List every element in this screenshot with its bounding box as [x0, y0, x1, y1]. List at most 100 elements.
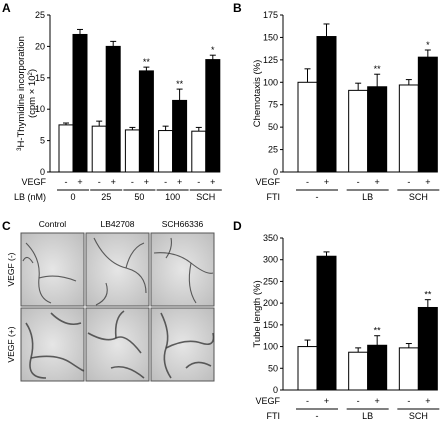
vegf-sign-label: + [375, 177, 380, 187]
vegf-sign-label: - [357, 396, 360, 406]
y-tick-label: 0 [40, 167, 45, 177]
y-tick-label: 75 [268, 100, 278, 110]
row-label-vegf: VEGF [255, 177, 280, 187]
vegf-sign-label: - [306, 396, 309, 406]
micrograph-tile [85, 232, 150, 307]
group-label: 0 [70, 192, 75, 202]
bar-vegf-minus [398, 347, 419, 391]
vegf-sign-label: + [177, 177, 182, 187]
row-label-treatment: LB (nM) [14, 192, 46, 202]
y-tick-label: 50 [268, 363, 278, 373]
bar-vegf-minus [297, 346, 318, 391]
micrograph-tile [150, 232, 215, 307]
group-label: - [316, 192, 319, 202]
vessel-stroke [125, 242, 145, 269]
vessel-network [87, 310, 145, 379]
y-tick-label: 150 [263, 320, 278, 330]
bar-vegf-plus [72, 33, 88, 173]
significance-marker: * [426, 40, 430, 50]
y-tick-label: 100 [263, 77, 278, 87]
vessel-network [25, 312, 85, 379]
bar-vegf-minus [348, 351, 369, 391]
micrograph-column-label: LB42708 [100, 219, 134, 229]
vessel-network [153, 237, 214, 304]
y-tick-label: 300 [263, 255, 278, 265]
y-tick-label: 25 [268, 145, 278, 155]
vessel-stroke [38, 275, 77, 282]
vessel-stroke [185, 361, 212, 369]
y-tick-label: 175 [263, 10, 278, 20]
vessel-stroke [188, 262, 197, 304]
vegf-sign-label: + [375, 396, 380, 406]
vegf-sign-label: - [306, 177, 309, 187]
y-tick-label: 100 [263, 342, 278, 352]
row-label-treatment: FTI [267, 192, 281, 202]
vegf-sign-label: - [65, 177, 68, 187]
vegf-sign-label: - [131, 177, 134, 187]
micrograph-row-label: VEGF (+) [6, 326, 16, 362]
y-tick-label: 15 [35, 73, 45, 83]
vessel-stroke [50, 312, 82, 326]
micrograph-column-label: Control [39, 219, 67, 229]
bar-vegf-plus [417, 306, 438, 391]
significance-marker: ** [143, 57, 151, 67]
bar-vegf-minus [191, 130, 207, 173]
y-tick-label: 125 [263, 55, 278, 65]
vessel-network [22, 242, 77, 304]
bar-vegf-plus [367, 86, 388, 173]
vegf-sign-label: - [407, 396, 410, 406]
group-label: LB [362, 192, 373, 202]
vessel-stroke [165, 332, 215, 349]
y-tick-label: 200 [263, 298, 278, 308]
significance-marker: ** [374, 64, 382, 74]
vegf-sign-label: + [324, 396, 329, 406]
bar-vegf-minus [91, 125, 107, 173]
row-label-vegf: VEGF [255, 396, 280, 406]
vessel-network [93, 237, 147, 306]
vegf-sign-label: - [407, 177, 410, 187]
panel-a-letter: A [2, 1, 11, 15]
y-tick-label: 50 [268, 122, 278, 132]
significance-marker: ** [424, 290, 432, 300]
significance-marker: ** [176, 79, 184, 89]
vegf-sign-label: + [425, 177, 430, 187]
group-label: 50 [134, 192, 144, 202]
vegf-sign-label: - [197, 177, 200, 187]
panel-c-letter: C [2, 219, 11, 233]
y-axis-label: Chemotaxis (%) [252, 60, 263, 128]
bar-vegf-plus [316, 36, 337, 173]
vegf-sign-label: - [98, 177, 101, 187]
bar-vegf-minus [398, 84, 419, 173]
vessel-stroke [22, 256, 34, 264]
bar-vegf-plus [138, 70, 154, 173]
vegf-sign-label: + [111, 177, 116, 187]
vessel-stroke [114, 310, 125, 339]
vegf-sign-label: + [324, 177, 329, 187]
significance-marker: * [211, 45, 215, 55]
group-label: SCH [409, 192, 428, 202]
significance-marker: ** [374, 326, 382, 336]
panel-d-letter: D [233, 219, 242, 233]
vegf-sign-label: + [210, 177, 215, 187]
bar-vegf-plus [316, 255, 337, 391]
y-tick-label: 0 [273, 385, 278, 395]
bar-vegf-plus [205, 59, 221, 173]
bar-vegf-plus [172, 99, 188, 173]
group-label: 25 [101, 192, 111, 202]
micrograph-row-label: VEGF (-) [6, 252, 16, 286]
y-tick-label: 350 [263, 233, 278, 243]
panel-b-letter: B [233, 1, 242, 15]
y-tick-label: 0 [273, 167, 278, 177]
micrograph-tile [20, 232, 85, 307]
group-label: SCH [409, 411, 428, 421]
group-label: SCH [196, 192, 215, 202]
y-tick-label: 10 [35, 104, 45, 114]
vegf-sign-label: - [357, 177, 360, 187]
micrograph-tile [20, 307, 85, 382]
micrograph-column-label: SCH66336 [162, 219, 204, 229]
y-axis-label: Tube length (%) [252, 280, 263, 347]
vessel-stroke [110, 365, 145, 379]
